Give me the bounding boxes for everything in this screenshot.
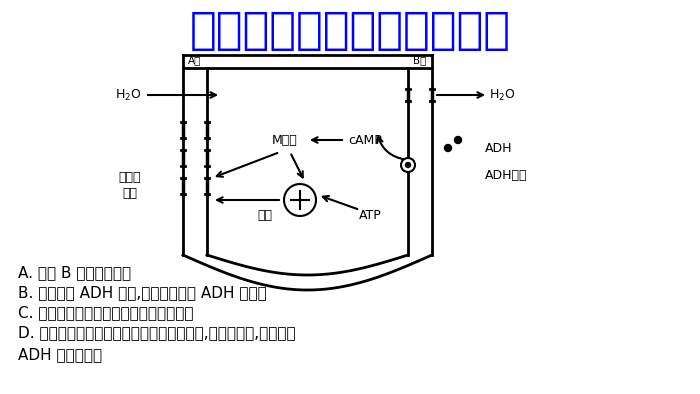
Text: ADH受体: ADH受体 [485, 169, 528, 182]
Text: ADH 分泌量下降: ADH 分泌量下降 [18, 348, 102, 362]
Circle shape [284, 184, 316, 216]
Text: M蛋白: M蛋白 [272, 134, 298, 147]
Text: A侧: A侧 [188, 55, 202, 65]
Text: ATP: ATP [358, 208, 382, 221]
Text: 微信公众号关注：趣找答案: 微信公众号关注：趣找答案 [190, 9, 510, 52]
Text: D. 宇航员在太空微重力环境下头部血量增加,排尿量增加,该过程中: D. 宇航员在太空微重力环境下头部血量增加,排尿量增加,该过程中 [18, 325, 295, 340]
Text: B. 如果缺乏 ADH 受体,下丘脑会减少 ADH 的分泌: B. 如果缺乏 ADH 受体,下丘脑会减少 ADH 的分泌 [18, 286, 267, 301]
Text: H$_2$O: H$_2$O [115, 87, 141, 102]
Circle shape [444, 145, 452, 152]
Text: A. 图中 B 侧为肾小管腔: A. 图中 B 侧为肾小管腔 [18, 266, 131, 281]
Text: 囊泡: 囊泡 [258, 208, 272, 221]
Text: C. 呼吸抑制剂不影响肾小管对水的重吸收: C. 呼吸抑制剂不影响肾小管对水的重吸收 [18, 305, 193, 320]
Text: B侧: B侧 [413, 55, 427, 65]
Circle shape [454, 136, 461, 143]
Text: cAMP: cAMP [348, 134, 382, 147]
Text: 水通道
蛋白: 水通道 蛋白 [119, 171, 141, 199]
Circle shape [405, 162, 410, 167]
Text: ADH: ADH [485, 141, 512, 154]
Text: H$_2$O: H$_2$O [489, 87, 515, 102]
Circle shape [401, 158, 415, 172]
